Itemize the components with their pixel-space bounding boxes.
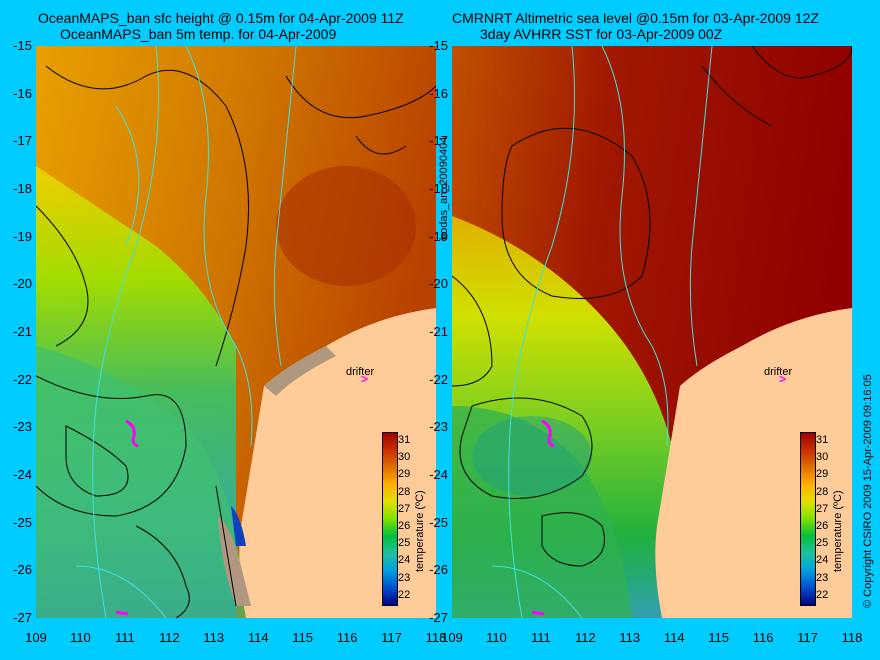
x-tick-label: 117 [381, 630, 402, 645]
x-tick-label: 109 [25, 630, 47, 645]
y-tick-label: -20 [429, 276, 448, 292]
y-tick-label: -25 [429, 514, 448, 530]
x-tick-label: 116 [752, 630, 774, 645]
x-tick-label: 116 [336, 630, 358, 645]
y-tick-label: -17 [429, 133, 448, 149]
x-tick-label: 111 [530, 630, 551, 645]
right-map-svg [452, 46, 852, 618]
drifter-track [125, 419, 139, 448]
y-tick-label: -26 [13, 562, 32, 578]
colorbar-tick-label: 27 [816, 502, 829, 515]
x-tick-label: 115 [708, 630, 730, 645]
colorbar-tick-label: 22 [816, 588, 829, 601]
x-tick-label: 110 [70, 630, 91, 645]
x-tick-label: 113 [203, 630, 225, 645]
y-tick-label: -19 [13, 228, 32, 244]
x-tick-label: 109 [441, 630, 463, 645]
colorbar-tick-label: 26 [816, 520, 829, 532]
y-tick-label: -21 [13, 324, 32, 339]
y-tick-label: -16 [429, 85, 448, 101]
y-tick-label: -26 [429, 562, 448, 578]
y-tick-label: -25 [13, 514, 32, 530]
colorbar-tick-label: 24 [816, 554, 829, 567]
x-tick-label: 113 [619, 630, 641, 645]
x-tick-label: 112 [574, 630, 596, 645]
colorbar-right [800, 432, 816, 606]
drifter-marker-right: > [779, 372, 787, 386]
left-map-svg [36, 46, 436, 618]
colorbar-tick-label: 28 [816, 485, 829, 498]
colorbar-tick-label: 23 [816, 571, 829, 584]
colorbar-tick-label: 31 [816, 434, 829, 446]
x-tick-label: 118 [841, 630, 863, 645]
colorbar-tick-label: 24 [398, 554, 411, 567]
colorbar-tick-label: 30 [816, 451, 829, 464]
y-tick-label: -22 [429, 371, 448, 387]
y-tick-label: -17 [13, 133, 32, 149]
ssh-contours-right [452, 46, 852, 567]
ssh-contours [36, 65, 436, 618]
drifter-label-right: drifter [764, 366, 793, 378]
colorbar-tick-label: 25 [816, 537, 829, 550]
colorbar-tick-label: 27 [398, 502, 411, 515]
y-tick-label: -27 [429, 610, 448, 625]
y-tick-label: -23 [13, 419, 32, 435]
x-tick-label: 112 [158, 630, 180, 645]
x-tick-label: 115 [292, 630, 314, 645]
y-tick-label: -22 [13, 371, 32, 387]
x-tick-label: 114 [247, 630, 269, 645]
colorbar-tick-label: 31 [398, 434, 411, 446]
y-tick-label: -24 [429, 467, 448, 482]
y-tick-label: -21 [429, 324, 448, 339]
colorbar-tick-label: 26 [398, 520, 411, 532]
y-tick-label: -23 [429, 419, 448, 435]
x-tick-label: 117 [797, 630, 818, 645]
colorbar-tick-label: 23 [398, 571, 411, 584]
y-tick-label: -18 [429, 181, 448, 196]
x-tick-label: 110 [486, 630, 507, 645]
y-tick-label: -15 [13, 38, 32, 53]
y-tick-label: -27 [13, 610, 32, 625]
y-tick-label: -19 [429, 228, 448, 244]
y-tick-label: -16 [13, 85, 32, 101]
colorbar-tick-label: 29 [816, 468, 829, 481]
colorbar-tick-label: 28 [398, 485, 411, 498]
bathymetry-contours [75, 46, 297, 618]
left-title-line1: OceanMAPS_ban sfc height @ 0.15m for 04-… [38, 10, 404, 26]
colorbar-tick-label: 30 [398, 451, 411, 464]
left-map-panel [36, 46, 436, 618]
x-tick-label: 114 [663, 630, 685, 645]
drifter-label-left: drifter [346, 366, 375, 378]
bathymetry-contours-right [491, 46, 713, 618]
y-tick-label: -18 [13, 181, 32, 196]
y-tick-label: -15 [429, 38, 448, 53]
colorbar-tick-label: 22 [398, 588, 411, 601]
right-map-panel [452, 46, 852, 618]
right-title-line1: CMRNRT Altimetric sea level @0.15m for 0… [452, 10, 819, 26]
colorbar-title-left: temperature (ºC) [414, 490, 426, 572]
y-tick-label: -20 [13, 276, 32, 292]
copyright-label: © Copyright CSIRO 2009 15-Apr-2009 09:16… [862, 374, 874, 608]
x-tick-label: 118 [425, 630, 447, 645]
colorbar-title-right: temperature (ºC) [832, 490, 844, 572]
drifter-marker-left: > [361, 372, 369, 386]
y-tick-label: -24 [13, 467, 32, 482]
x-tick-label: 111 [114, 630, 135, 645]
middle-run-label: bodas_an_20090404 [438, 136, 450, 240]
drifter-track-right [541, 419, 555, 448]
colorbar-tick-label: 29 [398, 468, 411, 481]
left-title-line2: OceanMAPS_ban 5m temp. for 04-Apr-2009 [60, 26, 337, 42]
right-title-line2: 3day AVHRR SST for 03-Apr-2009 00Z [480, 26, 723, 42]
colorbar-tick-label: 25 [398, 537, 411, 550]
colorbar-left [382, 432, 398, 606]
